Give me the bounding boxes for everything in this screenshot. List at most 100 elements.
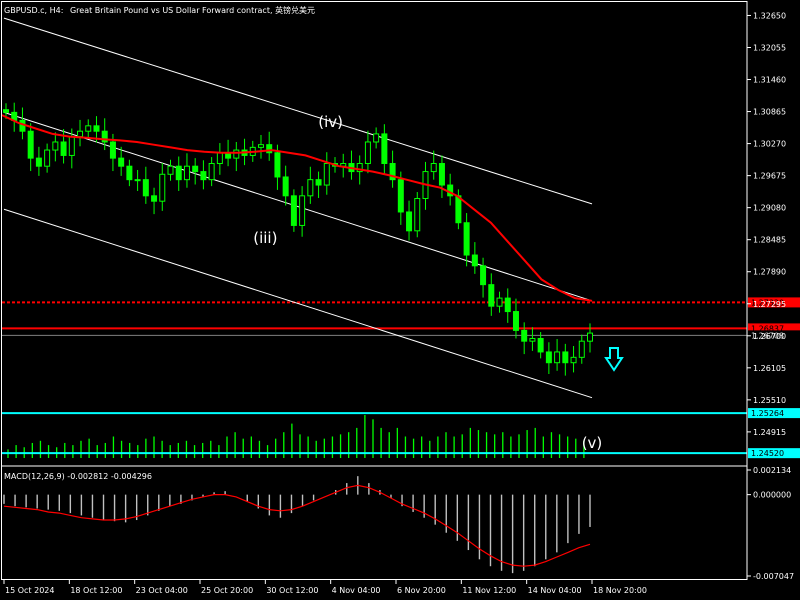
candle-body [257, 144, 264, 148]
candle-body [463, 222, 470, 256]
candle-body [496, 297, 503, 307]
level-label: 1.24520 [751, 449, 784, 458]
candle-body [562, 351, 569, 364]
down-arrow-shape [604, 347, 624, 372]
time-tick-label: 25 Oct 20:00 [201, 586, 253, 595]
price-tick-label: 1.26105 [753, 364, 786, 373]
candle-body [290, 195, 297, 226]
candle-body [60, 141, 67, 156]
candle-body [208, 163, 215, 181]
candle-body [85, 125, 92, 132]
candle-body [438, 163, 445, 186]
candle-body [537, 337, 544, 353]
price-tick-label: 1.30865 [753, 108, 786, 117]
candle-body [233, 149, 240, 159]
wave-label: (iii) [253, 229, 277, 247]
price-tick-label: 1.30270 [753, 140, 786, 149]
candle-body [554, 351, 561, 364]
candle-body [101, 130, 108, 143]
level-label: 1.25264 [751, 409, 784, 418]
channel-line-lower [3, 208, 593, 399]
candle-body [323, 163, 330, 186]
candle-body [175, 165, 182, 181]
level-label: 1.26708 [751, 331, 784, 340]
candle-body [266, 144, 273, 154]
candle-body [159, 173, 166, 202]
candle-body [118, 157, 125, 167]
macd-tick-label: -0.007047 [753, 572, 794, 581]
candle-body [274, 152, 281, 178]
candle-body [356, 163, 363, 173]
candle-body [364, 141, 371, 165]
time-tick-label: 30 Oct 12:00 [266, 586, 318, 595]
chart-frame [1, 1, 748, 580]
candle-body [578, 340, 585, 358]
candle-body [521, 329, 528, 342]
candle-body [315, 179, 322, 186]
candle-body [414, 198, 421, 232]
candle-body [52, 141, 59, 151]
price-tick-label: 1.27295 [753, 300, 786, 309]
level-label: 1.27320 [751, 298, 784, 307]
time-tick-label: 18 Oct 12:00 [70, 586, 122, 595]
price-tick-label: 1.25510 [753, 396, 786, 405]
candle-body [142, 179, 149, 197]
candle-body [126, 165, 133, 181]
candle-body [200, 171, 207, 181]
time-tick-label: 23 Oct 04:00 [136, 586, 188, 595]
candle-body [471, 254, 478, 267]
level-badge [748, 448, 800, 459]
candle-body [389, 163, 396, 181]
candle-body [77, 130, 84, 138]
level-badge [748, 330, 800, 341]
candle-body [381, 133, 388, 165]
chart-header: GBPUSD.c, H4: Great Britain Pound vs US … [4, 5, 315, 15]
price-tick-label: 1.32055 [753, 43, 786, 52]
candle-body [480, 265, 487, 286]
macd-pane[interactable] [3, 476, 591, 574]
candle-body [529, 337, 536, 342]
candle-body [109, 141, 116, 159]
level-badge [748, 323, 800, 334]
candle-body [282, 176, 289, 197]
price-tick-label: 1.27890 [753, 268, 786, 277]
header-separator: , [270, 6, 275, 15]
level-badge [748, 408, 800, 419]
candle-body [504, 297, 511, 313]
level-badge [748, 297, 800, 308]
symbol-label: GBPUSD.c, H4: [4, 6, 63, 15]
candle-body [455, 195, 462, 224]
price-tick-label: 1.32650 [753, 11, 786, 20]
down-arrow-icon [604, 347, 624, 372]
candle-body [35, 157, 42, 167]
channel-line-upper [3, 17, 593, 205]
candle-body [183, 165, 190, 181]
candle-body [397, 179, 404, 213]
time-tick-label: 4 Nov 04:00 [332, 586, 381, 595]
macd-title: MACD(12,26,9) -0.002812 -0.004296 [4, 472, 152, 481]
time-tick-label: 15 Oct 2024 [5, 586, 54, 595]
moving-average-line [1, 114, 593, 302]
time-tick-label: 6 Nov 20:00 [397, 586, 446, 595]
candle-body [430, 163, 437, 173]
price-tick-label: 1.28485 [753, 236, 786, 245]
price-tick-label: 1.29675 [753, 172, 786, 181]
candle-body [307, 179, 314, 197]
price-tick-label: 1.29080 [753, 204, 786, 213]
price-tick-label: 1.31460 [753, 76, 786, 85]
time-tick-label: 18 Nov 20:00 [593, 586, 647, 595]
price-tick-label: 1.24915 [753, 428, 786, 437]
candle-body [134, 179, 141, 182]
time-tick-label: 14 Nov 04:00 [528, 586, 582, 595]
candle-body [216, 152, 223, 165]
macd-tick-label: 0.002134 [753, 466, 791, 475]
candle-body [192, 165, 199, 173]
candle-body [406, 211, 413, 232]
candle-body [44, 149, 51, 167]
candle-body [93, 125, 100, 132]
channel-line-middle [3, 111, 593, 302]
candle-body [68, 136, 75, 156]
